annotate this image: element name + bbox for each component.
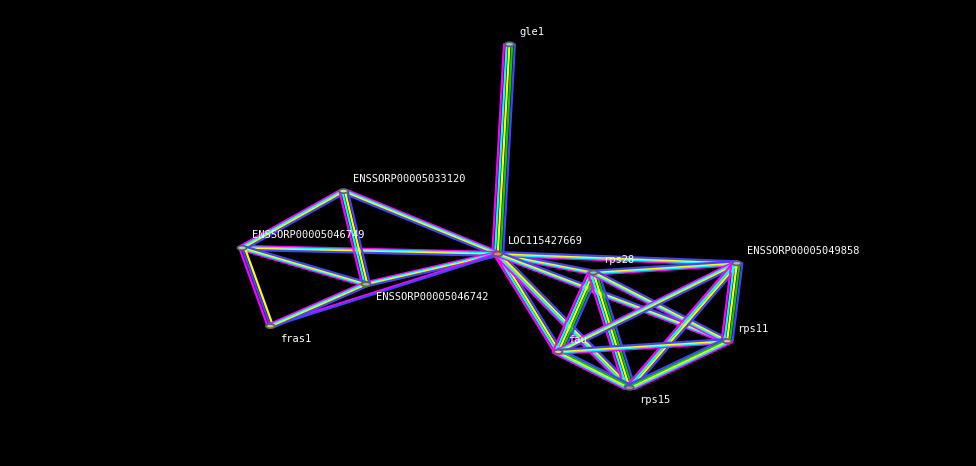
- Circle shape: [723, 339, 731, 343]
- Circle shape: [266, 324, 274, 328]
- Circle shape: [493, 252, 503, 256]
- Circle shape: [733, 261, 741, 265]
- Circle shape: [590, 271, 597, 274]
- Text: ENSSORP00005046749: ENSSORP00005046749: [252, 231, 364, 240]
- Text: rps11: rps11: [737, 324, 768, 334]
- Circle shape: [554, 350, 562, 354]
- Text: rps28: rps28: [603, 255, 634, 265]
- Text: gle1: gle1: [519, 27, 545, 37]
- Circle shape: [626, 386, 633, 390]
- Circle shape: [361, 282, 371, 287]
- Circle shape: [506, 42, 513, 46]
- Text: fras1: fras1: [280, 334, 311, 343]
- Text: fau: fau: [568, 335, 587, 344]
- Text: ENSSORP00005046742: ENSSORP00005046742: [376, 292, 488, 302]
- Text: LOC115427669: LOC115427669: [508, 236, 583, 247]
- Text: ENSSORP00005033120: ENSSORP00005033120: [353, 174, 466, 184]
- Circle shape: [237, 246, 247, 250]
- Circle shape: [340, 189, 347, 193]
- Text: rps15: rps15: [639, 395, 671, 405]
- Text: ENSSORP00005049858: ENSSORP00005049858: [747, 246, 859, 256]
